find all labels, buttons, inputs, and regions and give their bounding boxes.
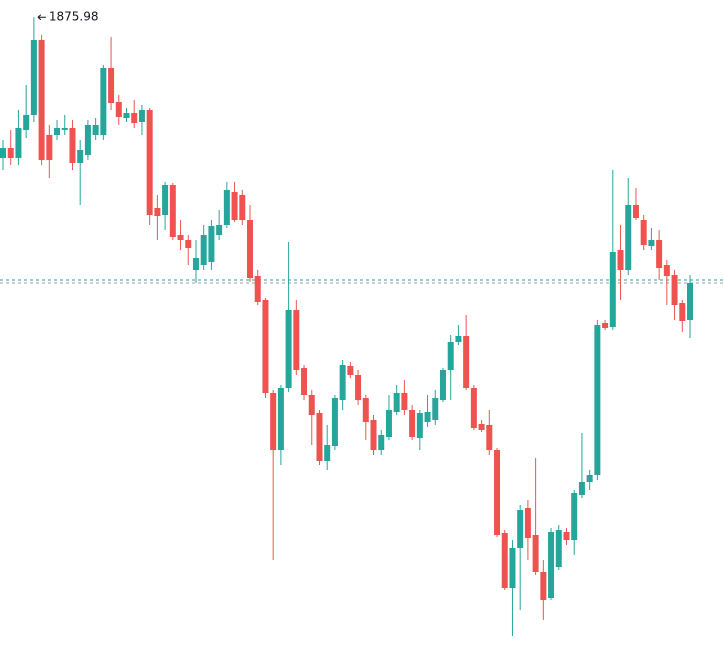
candle-body xyxy=(355,375,362,400)
candle-body xyxy=(108,68,115,103)
candle-body xyxy=(285,310,292,388)
candle-body xyxy=(632,205,639,218)
candle-body xyxy=(648,240,655,246)
candle-body xyxy=(30,40,37,115)
candle-body xyxy=(463,336,470,388)
candle-body xyxy=(555,530,562,567)
candle-body xyxy=(239,195,246,220)
candle-body xyxy=(385,410,392,437)
candle-body xyxy=(7,148,14,158)
candle-body xyxy=(84,125,91,155)
candle-body xyxy=(401,393,408,410)
candle-body xyxy=(640,220,647,245)
candle-body xyxy=(478,424,485,430)
candle-body xyxy=(416,413,423,438)
candle-body xyxy=(308,395,315,415)
candle-body xyxy=(154,208,161,216)
candle-body xyxy=(586,475,593,482)
candle-body xyxy=(524,508,531,538)
candle-body xyxy=(455,336,462,342)
candle-body xyxy=(100,68,107,135)
candle-body xyxy=(223,190,230,225)
candle-body xyxy=(247,220,254,278)
candle-body xyxy=(192,258,199,270)
candle-body xyxy=(131,113,138,123)
candle-body xyxy=(532,535,539,572)
candle-body xyxy=(169,185,176,237)
candle-body xyxy=(439,370,446,400)
candle-body xyxy=(362,398,369,422)
candle-body xyxy=(0,148,6,158)
candle-body xyxy=(447,342,454,370)
candle-body xyxy=(501,533,508,588)
candle-body xyxy=(578,482,585,495)
candle-body xyxy=(293,310,300,370)
candle-body xyxy=(671,275,678,305)
candle-body xyxy=(77,150,84,163)
candle-body xyxy=(38,40,45,160)
candle-body xyxy=(424,412,431,422)
candle-body xyxy=(277,388,284,450)
candle-body xyxy=(563,532,570,540)
candle-body xyxy=(571,493,578,540)
candle-body xyxy=(92,125,99,135)
candle-body xyxy=(656,240,663,268)
candle-body xyxy=(548,532,555,598)
candle-body xyxy=(54,128,61,135)
candle-body xyxy=(486,425,493,450)
candle-body xyxy=(262,300,269,393)
candle-body xyxy=(687,283,693,320)
candle-body xyxy=(594,325,601,475)
candle-body xyxy=(254,276,261,302)
candle-body xyxy=(517,510,524,548)
candle-body xyxy=(540,572,547,600)
candle-body xyxy=(61,128,68,130)
candle-body xyxy=(602,323,609,328)
candle-body xyxy=(46,135,53,160)
candle-body xyxy=(432,398,439,420)
candle-body xyxy=(470,388,477,428)
candle-body xyxy=(23,115,30,130)
candle-body xyxy=(200,235,207,265)
candle-body xyxy=(231,192,238,220)
candle-body xyxy=(509,548,516,588)
candle-body xyxy=(625,205,632,270)
candle-body xyxy=(331,398,338,446)
candle-body xyxy=(208,226,215,262)
candle-body xyxy=(609,252,616,327)
candle-body xyxy=(617,250,624,270)
candle-body xyxy=(138,110,145,122)
candle-body xyxy=(339,365,346,400)
candle-body xyxy=(393,393,400,412)
candle-body xyxy=(146,110,153,215)
candle-body xyxy=(378,435,385,450)
candle-body xyxy=(370,420,377,450)
candle-body xyxy=(162,185,169,215)
candle-body xyxy=(347,366,354,375)
candle-body xyxy=(15,128,22,158)
candle-body xyxy=(663,265,670,276)
candle-body xyxy=(324,445,331,461)
candle-body xyxy=(409,410,416,437)
candle-body xyxy=(679,303,686,321)
candle-body xyxy=(494,450,501,535)
candle-body xyxy=(123,113,130,118)
candle-body xyxy=(185,240,192,248)
high-label: 1875.98 xyxy=(49,10,99,24)
candle-body xyxy=(177,235,184,240)
candle-body xyxy=(216,225,223,235)
high-arrow xyxy=(37,14,46,21)
candle-body xyxy=(270,393,277,450)
candle-body xyxy=(316,413,323,461)
candle-body xyxy=(301,368,308,395)
candle-body xyxy=(69,128,76,163)
candle-body xyxy=(115,102,122,117)
